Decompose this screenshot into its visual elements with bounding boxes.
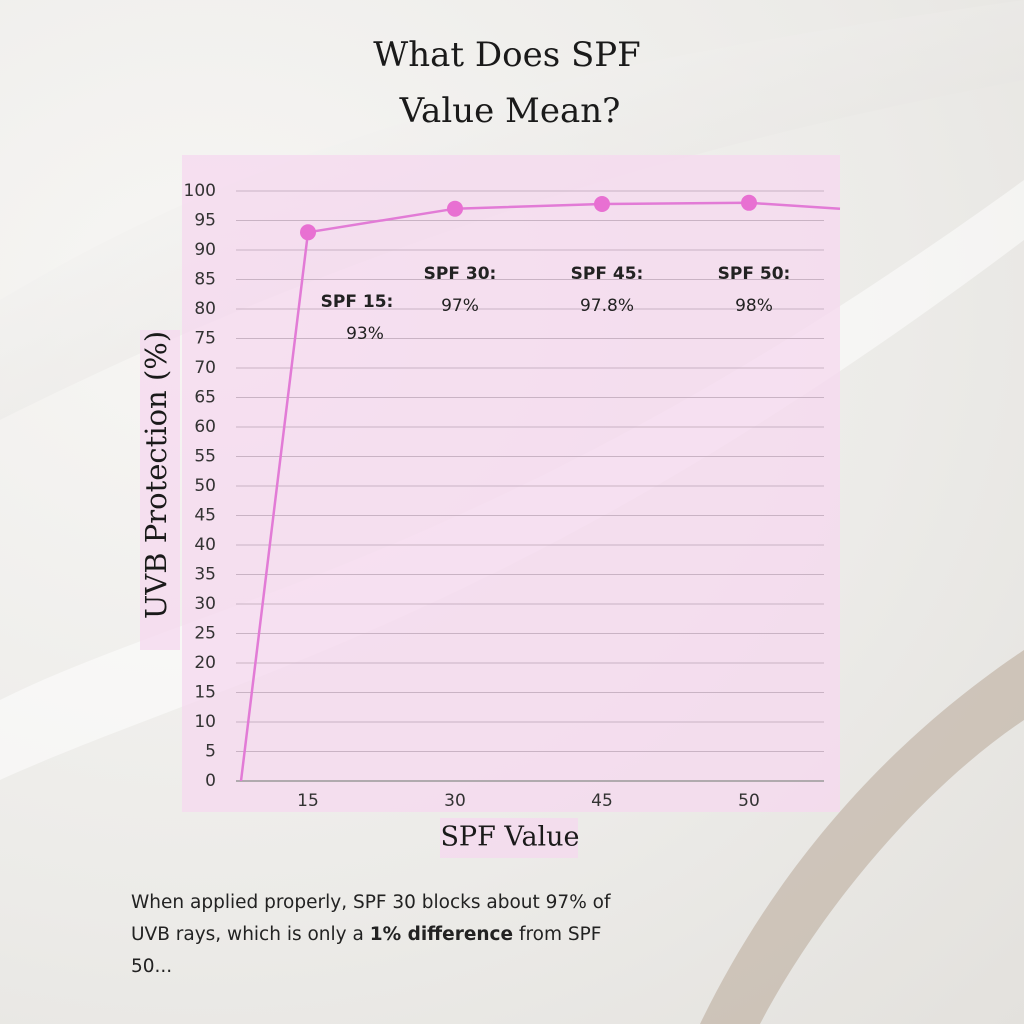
y-tick-label: 85 (194, 270, 216, 290)
y-tick-label: 0 (205, 771, 216, 791)
data-point (741, 194, 757, 211)
footer-text: When applied properly, SPF 30 blocks abo… (131, 892, 611, 945)
footer-note: When applied properly, SPF 30 blocks abo… (131, 887, 611, 983)
y-tick-label: 15 (194, 683, 216, 703)
y-tick-label: 35 (194, 565, 216, 585)
y-tick-label: 5 (205, 742, 216, 762)
y-tick-label: 55 (194, 447, 216, 467)
background-swirl (0, 0, 1024, 420)
point-label: SPF 50: (718, 264, 791, 284)
y-tick-label: 45 (194, 506, 216, 526)
y-axis-label: UVB Protection (%) (139, 331, 173, 619)
value-label: 93% (346, 324, 384, 344)
value-label: 98% (735, 296, 773, 316)
background-swirl (700, 650, 1024, 1024)
x-tick-label: 50 (738, 791, 760, 811)
y-tick-label: 30 (194, 594, 216, 614)
x-tick-label: 45 (591, 791, 613, 811)
x-axis-label: SPF Value (440, 822, 579, 853)
point-label: SPF 30: (424, 264, 497, 284)
point-label: SPF 15: (321, 292, 394, 312)
y-tick-label: 25 (194, 624, 216, 644)
y-tick-label: 60 (194, 417, 216, 437)
data-point (447, 200, 463, 217)
y-tick-label: 10 (194, 712, 216, 732)
footer-text: from SPF 50... (131, 924, 602, 977)
y-tick-label: 95 (194, 211, 216, 231)
chart-title: Value Mean? (399, 91, 621, 131)
y-tick-label: 50 (194, 476, 216, 496)
footer-bold: 1% difference (369, 924, 514, 945)
x-tick-label: 15 (297, 791, 319, 811)
y-tick-label: 20 (194, 653, 216, 673)
value-label: 97.8% (580, 296, 634, 316)
label-backdrop (140, 330, 180, 650)
y-tick-label: 65 (194, 388, 216, 408)
y-tick-label: 90 (194, 240, 216, 260)
data-point (300, 224, 316, 241)
y-tick-label: 75 (194, 329, 216, 349)
label-backdrop (440, 818, 578, 858)
x-tick-label: 30 (444, 791, 466, 811)
y-tick-label: 70 (194, 358, 216, 378)
y-tick-label: 100 (184, 181, 216, 201)
y-tick-label: 80 (194, 299, 216, 319)
data-line (239, 201, 841, 782)
plot-panel (182, 155, 840, 812)
chart-title: What Does SPF (373, 35, 640, 75)
data-point (594, 195, 610, 212)
y-tick-label: 40 (194, 535, 216, 555)
value-label: 97% (441, 296, 479, 316)
point-label: SPF 45: (571, 264, 644, 284)
